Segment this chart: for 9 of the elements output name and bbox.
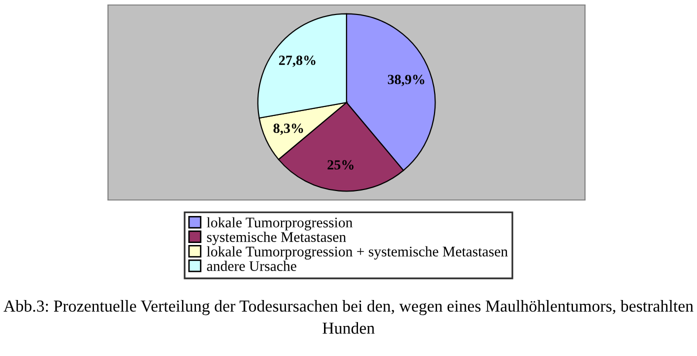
legend-label: lokale Tumorprogression + systemische Metastasen (206, 246, 508, 260)
data-label: 25% (328, 160, 354, 170)
data-label: 8,3% (274, 124, 303, 135)
legend-label: andere Ursache (207, 260, 296, 272)
legend-label: lokale Tumorprogression (206, 217, 353, 230)
legend-label: systemische Metastasen (207, 232, 346, 245)
data-label: 27,8% (279, 56, 316, 68)
data-label: 38,9% (388, 74, 424, 86)
caption: Abb.3: Prozentuelle Verteilung der Todesursachen bei den, wegen eines Maulhöhlentumors, bestrahlten Hunden (4, 300, 694, 334)
